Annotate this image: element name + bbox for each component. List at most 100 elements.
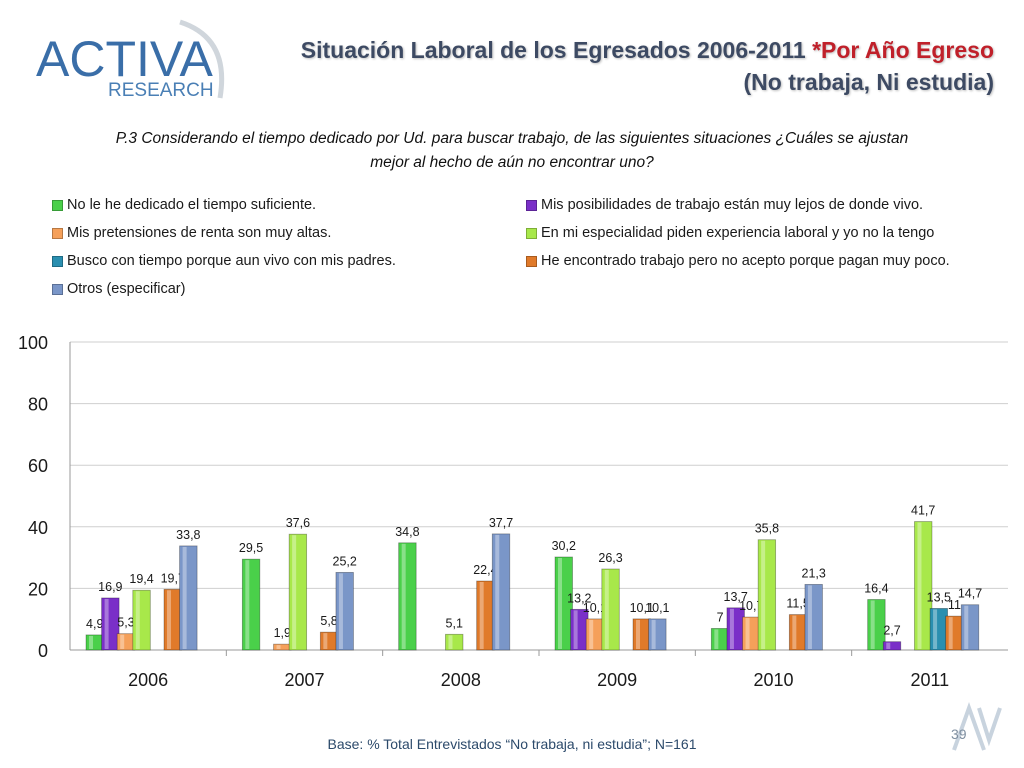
bar-highlight (917, 522, 922, 649)
survey-question: P.3 Considerando el tiempo dedicado por … (40, 127, 984, 175)
bar-highlight (104, 598, 109, 649)
data-label: 5,3 (117, 616, 134, 630)
data-label: 22,4 (473, 563, 497, 577)
question-line-2: mejor al hecho de aún no encontrar uno? (370, 154, 654, 171)
bar (929, 608, 948, 651)
legend-item: En mi especialidad piden experiencia lab… (526, 225, 934, 241)
bar (179, 545, 198, 651)
bar-highlight (604, 569, 609, 649)
legend-item: Mis pretensiones de renta son muy altas. (52, 225, 331, 241)
bar-highlight (323, 633, 328, 649)
x-tick-label: 2009 (597, 670, 637, 690)
legend-item: Otros (especificar) (52, 281, 185, 297)
data-label: 19,4 (129, 572, 153, 586)
bar-highlight (182, 546, 187, 649)
bar (288, 533, 308, 651)
bar (710, 628, 730, 651)
data-label: 25,2 (333, 554, 357, 568)
bar-highlight (120, 634, 125, 649)
bar (882, 641, 902, 651)
legend-label: Mis posibilidades de trabajo están muy l… (541, 197, 924, 213)
bar (601, 568, 620, 651)
logo-sub-text: RESEARCH (108, 80, 214, 101)
bar-highlight (401, 543, 406, 649)
data-label: 10,7 (739, 599, 763, 613)
bar (648, 618, 667, 651)
bar (85, 634, 104, 651)
bar (445, 633, 464, 651)
bar (491, 533, 511, 651)
data-label: 5,8 (320, 614, 337, 628)
data-label: 7 (717, 610, 724, 624)
bar-highlight (651, 619, 656, 649)
legend-label: No le he dedicado el tiempo suficiente. (67, 197, 317, 213)
bar (101, 597, 120, 651)
legend-label: He encontrado trabajo pero no acepto por… (541, 253, 950, 269)
legend-swatch (52, 227, 63, 239)
title-line-1: Situación Laboral de los Egresados 2006-… (301, 34, 994, 66)
bar-highlight (792, 615, 797, 649)
bar-highlight (807, 585, 812, 649)
legend-item: No le he dedicado el tiempo suficiente. (52, 197, 316, 213)
data-label: 35,8 (755, 522, 779, 536)
bar (132, 589, 151, 651)
legend-swatch (526, 227, 537, 239)
data-label: 5,1 (446, 616, 463, 630)
data-label: 2,7 (883, 624, 900, 638)
footer-logo (952, 702, 1002, 751)
data-label: 10,1 (583, 601, 607, 615)
footer-base-note: Base: % Total Entrevistados “No trabaja,… (327, 736, 697, 752)
data-label: 4,9 (86, 617, 103, 631)
bar-highlight (933, 609, 938, 649)
title-accent: *Por Año Egreso (812, 37, 994, 63)
legend-item: Busco con tiempo porque aun vivo con mis… (52, 253, 396, 269)
bar (867, 599, 886, 651)
bar-highlight (636, 619, 640, 649)
bar (960, 604, 980, 651)
bar-highlight (573, 610, 578, 649)
bar (273, 643, 292, 651)
data-label: 41,7 (911, 504, 935, 518)
data-label: 11 (948, 598, 961, 612)
legend-swatch (526, 255, 537, 267)
bar (757, 539, 777, 651)
bar-highlight (714, 629, 719, 649)
data-label: 10,1 (645, 601, 669, 615)
legend-item: He encontrado trabajo pero no acepto por… (526, 253, 950, 269)
bar-highlight (167, 590, 171, 649)
data-label: 16,4 (864, 581, 888, 595)
y-tick-label: 40 (28, 518, 48, 538)
bar-highlight (745, 618, 750, 649)
x-tick-label: 2008 (441, 670, 481, 690)
bar (319, 631, 339, 651)
legend-label: En mi especialidad piden experiencia lab… (541, 225, 935, 241)
title-line-2: (No trabaja, Ni estudia) (743, 69, 994, 95)
y-tick-label: 100 (18, 333, 48, 353)
bar (632, 618, 651, 651)
data-label: 13,5 (927, 590, 951, 604)
bar-highlight (948, 617, 953, 649)
bar-highlight (89, 635, 93, 649)
data-label: 14,7 (958, 587, 982, 601)
legend-swatch (52, 283, 63, 295)
logo-brand-text: ACTIVA (36, 31, 214, 87)
bar (804, 583, 823, 651)
bar (788, 614, 808, 651)
bar-highlight (338, 573, 343, 649)
bar (914, 521, 933, 651)
bar-highlight (886, 642, 891, 649)
bar-highlight (964, 605, 969, 649)
x-tick-label: 2006 (128, 670, 168, 690)
x-tick-label: 2007 (284, 670, 324, 690)
bar-highlight (479, 582, 484, 649)
bar (398, 542, 417, 651)
bar-chart: 0 20 40 60 80 100 2006 4,9 16,9 5,3 19,4 19,7 33,8 20… (18, 333, 1008, 690)
activa-research-logo: ACTIVA RESEARCH (36, 19, 225, 101)
bar-highlight (870, 600, 875, 649)
legend-swatch (52, 255, 63, 267)
bar (163, 588, 182, 651)
data-label: 21,3 (802, 566, 826, 580)
bar-highlight (292, 535, 297, 649)
bar (116, 633, 136, 651)
bar-highlight (558, 557, 562, 649)
